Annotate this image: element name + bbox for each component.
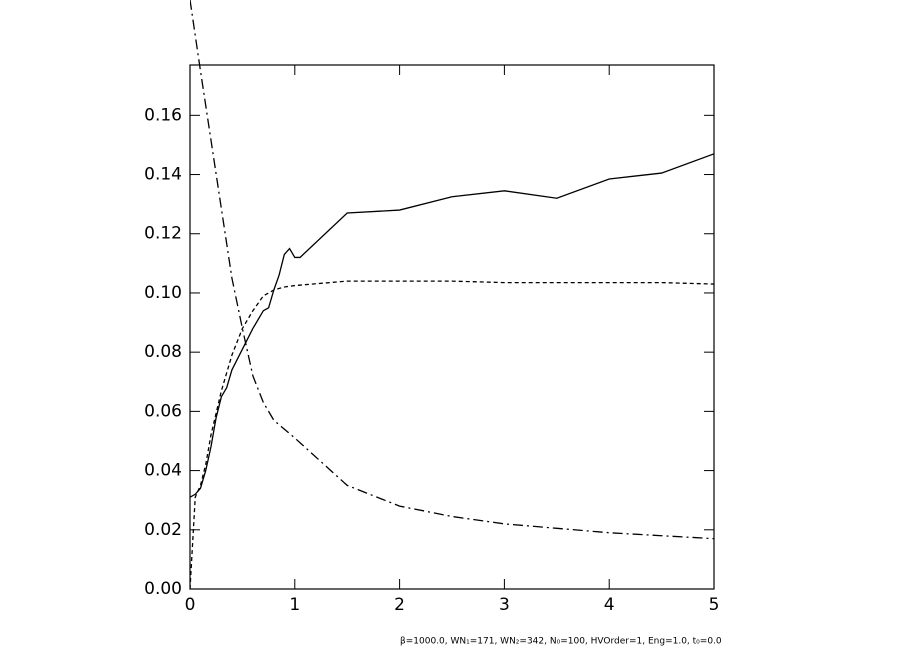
series-line bbox=[190, 280, 714, 589]
x-tick-label: 5 bbox=[709, 595, 720, 615]
y-tick-label: 0.14 bbox=[144, 165, 182, 185]
y-tick-label: 0.00 bbox=[144, 579, 182, 599]
plot-frame bbox=[189, 64, 715, 590]
series-line bbox=[190, 0, 714, 540]
annotation: β=1000.0, WN₁=171, WN₂=342, N₀=100, HVOr… bbox=[400, 637, 722, 647]
y-tick-label: 0.10 bbox=[144, 283, 182, 303]
x-tick-label: 3 bbox=[499, 595, 510, 615]
y-tick-label: 0.02 bbox=[144, 520, 182, 540]
x-tick-label: 4 bbox=[604, 595, 615, 615]
y-tick-label: 0.06 bbox=[144, 401, 182, 421]
y-tick-label: 0.04 bbox=[144, 461, 182, 481]
series-line bbox=[190, 153, 714, 498]
y-tick-label: 0.08 bbox=[144, 342, 182, 362]
y-tick-label: 0.12 bbox=[144, 224, 182, 244]
x-tick-label: 1 bbox=[289, 595, 300, 615]
x-tick-label: 0 bbox=[185, 595, 196, 615]
x-tick-label: 2 bbox=[394, 595, 405, 615]
y-tick-label: 0.16 bbox=[144, 105, 182, 125]
